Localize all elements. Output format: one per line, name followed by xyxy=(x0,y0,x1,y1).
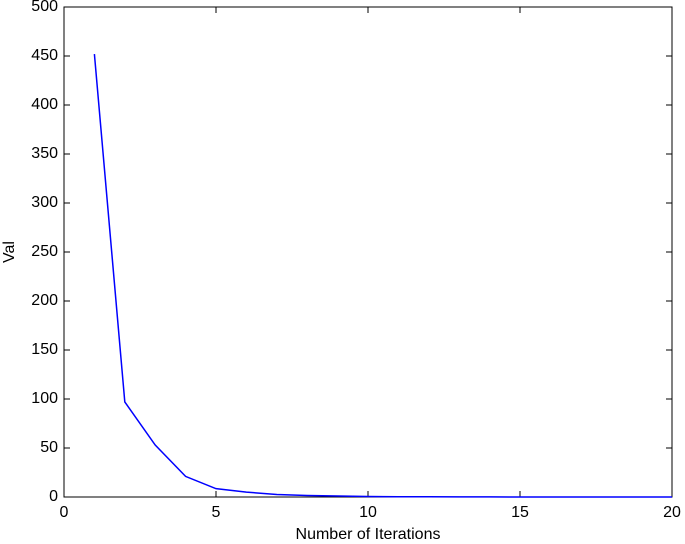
y-tick-label: 150 xyxy=(31,341,58,358)
x-tick-label: 20 xyxy=(663,504,681,521)
x-tick-label: 15 xyxy=(511,504,529,521)
y-tick-label: 250 xyxy=(31,243,58,260)
x-tick-label: 5 xyxy=(212,504,221,521)
y-tick-label: 350 xyxy=(31,145,58,162)
plot-frame xyxy=(63,6,673,498)
y-tick-label: 100 xyxy=(31,390,58,407)
y-tick-label: 300 xyxy=(31,194,58,211)
data-line xyxy=(93,53,672,498)
y-tick-label: 500 xyxy=(31,0,58,15)
y-tick-label: 0 xyxy=(49,488,58,505)
y-axis-label: Val xyxy=(1,241,18,263)
y-tick-label: 50 xyxy=(40,439,58,456)
y-tick-label: 450 xyxy=(31,47,58,64)
y-tick-label: 200 xyxy=(31,292,58,309)
x-tick-label: 10 xyxy=(359,504,377,521)
x-axis-label: Number of Iterations xyxy=(296,526,441,543)
y-tick-label: 400 xyxy=(31,96,58,113)
x-tick-label: 0 xyxy=(60,504,69,521)
